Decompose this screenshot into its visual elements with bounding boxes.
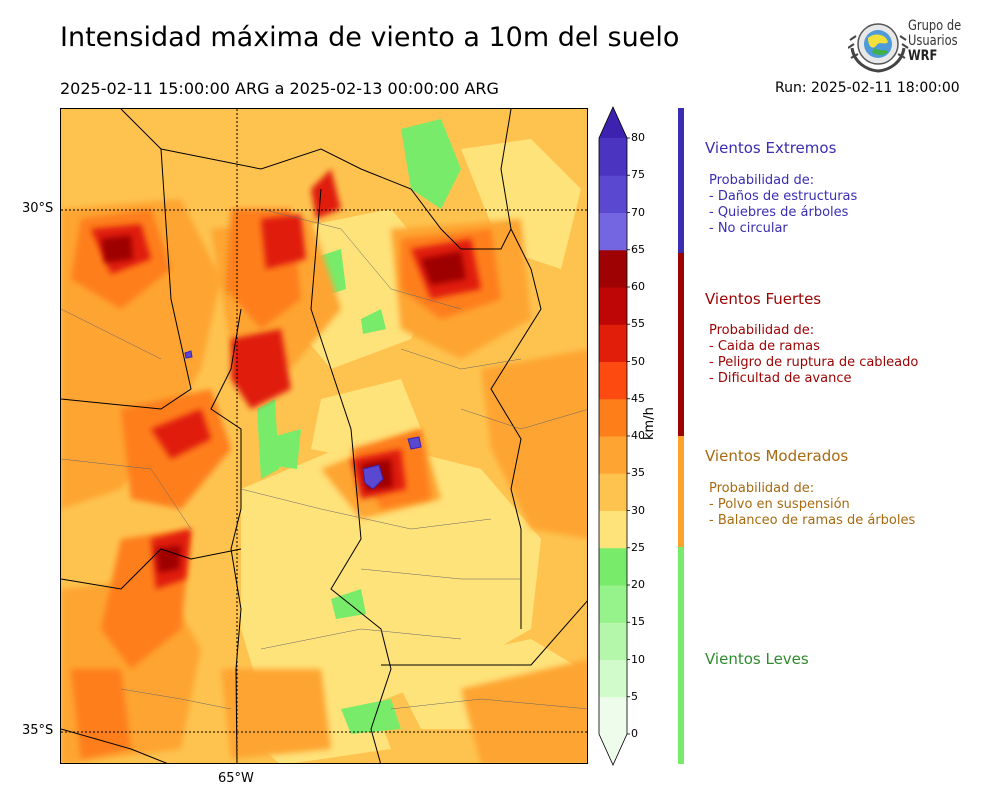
colorbar-bin [599,398,627,437]
category-desc-strong: Probabilidad de: - Caida de ramas - Peli… [709,323,919,386]
colorbar-tick-label: 70 [631,205,645,219]
category-bar-extreme [678,108,684,253]
colorbar-tick-label: 65 [631,242,645,256]
colorbar-bin [599,585,627,623]
colorbar-tick-label: 55 [631,317,645,331]
lat-label-30s: 30°S [22,201,54,216]
wind-map [60,108,588,764]
colorbar-unit: km/h [642,407,657,440]
colorbar-tick-label: 40 [631,429,645,442]
colorbar-bin [599,622,627,660]
colorbar-bin [599,696,627,735]
map-title: Intensidad máxima de viento a 10m del su… [60,22,680,53]
colorbar-bin [599,287,627,325]
logo-line-1: Grupo de [908,18,962,34]
colorbar-tick-label: 75 [631,168,645,182]
colorbar-bin [599,138,627,176]
logo-line-3: WRF [908,48,938,64]
colorbar-bin [599,249,627,288]
forecast-period: 2025-02-11 15:00:00 ARG a 2025-02-13 00:… [60,79,499,98]
wind-max-markers [184,350,422,490]
colorbar-bin [599,212,627,251]
colorbar-bin [599,324,627,362]
colorbar-extend-max [599,107,627,138]
colorbar-bin [599,659,627,698]
lon-label-65w: 65°W [218,771,254,786]
category-desc-moderate: Probabilidad de: - Polvo en suspensión -… [709,481,916,528]
colorbar-tick-label: 15 [631,615,645,629]
wind-field-60-65 [101,235,466,573]
colorbar-bin [599,473,627,511]
colorbar-bin [599,436,627,474]
category-title-light: Vientos Leves [705,650,809,668]
wind-max-marker-3 [184,350,193,359]
colorbar-tick-label: 20 [631,578,645,591]
colorbar [598,106,630,766]
run-time: Run: 2025-02-11 18:00:00 [775,80,960,96]
colorbar-tick-label: 30 [631,503,645,517]
province-boundaries [61,109,587,763]
wind-field [61,109,587,763]
colorbar-bin [599,175,627,213]
colorbar-bin [599,361,627,400]
category-title-extreme: Vientos Extremos [705,139,837,157]
colorbar-tick-label: 80 [631,131,645,144]
category-title-moderate: Vientos Moderados [705,447,849,465]
wind-max-marker-2 [407,436,422,450]
colorbar-tick-label: 0 [631,727,638,740]
colorbar-tick-label: 25 [631,540,645,554]
category-bar-strong [678,253,684,436]
wind-max-marker-1 [362,464,384,490]
category-desc-extreme: Probabilidad de: - Daños de estructuras … [709,173,858,236]
logo-line-2: Usuarios [908,33,958,49]
colorbar-tick-label: 5 [631,689,638,703]
colorbar-tick-label: 10 [631,652,645,666]
lat-label-35s: 35°S [22,723,54,738]
colorbar-bin [599,510,627,549]
colorbar-bin [599,547,627,586]
colorbar-tick-label: 45 [631,391,645,405]
colorbar-extend-min [599,734,627,765]
colorbar-tick-label: 60 [631,280,645,293]
logo-text: Grupo de Usuarios WRF [908,19,961,64]
category-bar-moderate [678,436,684,547]
category-title-strong: Vientos Fuertes [705,290,822,308]
colorbar-tick-label: 35 [631,466,645,480]
department-boundaries [61,208,587,710]
colorbar-tick-label: 50 [631,354,645,368]
category-bar-light [678,547,684,764]
wrf-logo-icon [848,23,909,73]
graticule [61,109,587,763]
